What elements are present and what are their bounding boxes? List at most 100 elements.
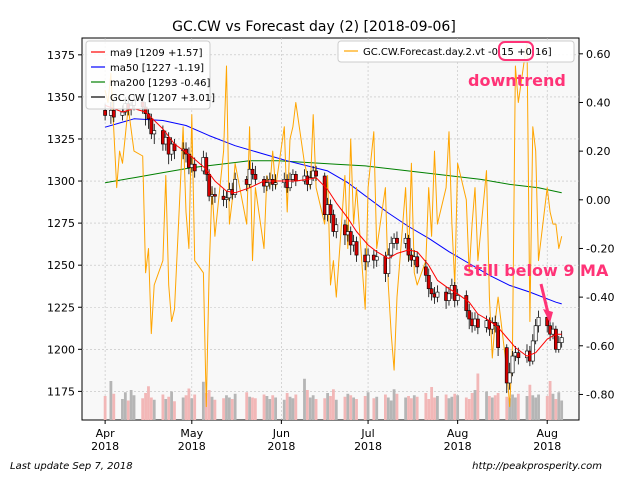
highlight-ring <box>498 41 534 61</box>
volume-bar <box>245 392 249 420</box>
candle-up <box>120 111 125 116</box>
legend-forecast-boxed-value: -0.15 <box>488 47 514 58</box>
x-tick-label: Jul <box>360 427 374 440</box>
footer-source: http://peakprosperity.com <box>472 461 602 472</box>
candle-down <box>322 175 327 215</box>
candle-down <box>253 174 258 180</box>
candle-down <box>207 174 212 197</box>
volume-bar <box>384 394 387 420</box>
volume-bar <box>173 401 176 420</box>
volume-bar <box>456 395 460 420</box>
x-tick-label: Jun <box>272 427 290 440</box>
volume-bar <box>375 396 379 420</box>
candle-up <box>374 256 379 261</box>
volume-bar <box>248 396 251 420</box>
candle-down <box>415 256 420 268</box>
candle-down <box>270 179 275 185</box>
candle-down <box>213 194 217 197</box>
volume-bar <box>190 398 194 420</box>
volume-bar <box>230 399 234 420</box>
volume-bar <box>152 399 156 420</box>
right-tick-label: 0.60 <box>586 48 611 61</box>
volume-bar <box>271 395 275 420</box>
ma200-path <box>105 160 562 194</box>
volume-bar <box>311 395 315 420</box>
candle-down <box>111 110 116 118</box>
volume-bar <box>545 396 549 420</box>
chart-title: GC.CW vs Forecast day (2) [2018-09-06] <box>172 19 456 35</box>
volume-bar <box>149 397 153 420</box>
volume-bar <box>436 396 439 420</box>
x-tick-label: Aug <box>447 427 468 440</box>
volume-bar <box>514 397 517 420</box>
volume-bar <box>274 397 277 420</box>
candle-up <box>224 197 229 200</box>
volume-bar <box>305 390 309 420</box>
volume-bar <box>363 396 367 420</box>
volume-bar <box>433 397 436 420</box>
x-tick-label: May <box>180 427 203 440</box>
volume-bar <box>551 393 555 420</box>
volume-bars <box>103 373 564 420</box>
volume-bar <box>323 398 327 420</box>
right-tick-label: -0.60 <box>586 340 614 353</box>
legend-right-box <box>337 40 575 63</box>
volume-bar <box>227 397 231 420</box>
volume-bar <box>412 395 416 420</box>
legend-ma9-label: ma9 [1209 +1.57] <box>110 48 203 59</box>
volume-bar <box>121 399 124 420</box>
candle-up <box>507 372 512 384</box>
volume-bar <box>490 397 494 420</box>
candle-up <box>233 179 238 195</box>
volume-bar <box>112 393 116 420</box>
volume-bar <box>560 400 564 420</box>
candle-down <box>314 170 318 177</box>
volume-bar <box>201 381 205 420</box>
volume-bar <box>554 399 558 420</box>
volume-bar <box>464 397 468 420</box>
volume-bar <box>213 399 217 420</box>
left-tick-label: 1250 <box>47 259 75 272</box>
annotation-downtrend: downtrend <box>468 71 566 90</box>
volume-bar <box>528 384 532 420</box>
volume-bar <box>147 386 150 420</box>
candle-up <box>366 254 370 263</box>
candle-down <box>426 274 431 290</box>
volume-bar <box>126 400 130 420</box>
candle-up <box>559 337 564 343</box>
volume-bar <box>331 389 335 420</box>
candle-up <box>152 130 157 135</box>
volume-bar <box>395 393 399 420</box>
volume-bar <box>392 389 396 420</box>
left-tick-label: 1175 <box>47 385 75 398</box>
volume-bar <box>366 392 370 420</box>
volume-bar <box>282 399 286 420</box>
left-tick-label: 1325 <box>47 133 75 146</box>
volume-bar <box>132 395 136 420</box>
volume-bar <box>473 390 477 420</box>
volume-bar <box>268 399 272 420</box>
x-tick-label: 2018 <box>91 440 119 453</box>
volume-bar <box>253 398 257 420</box>
candle-down <box>496 325 500 348</box>
annotation-still-below: Still below 9 MA <box>463 261 609 280</box>
annotation-arrow-shaft <box>539 283 550 314</box>
candle-up <box>447 293 451 301</box>
volume-bar <box>415 396 419 420</box>
left-axis: 1175 1200 1225 1250 1275 1300 1325 1350 1375 <box>47 49 82 398</box>
annotation-arrow-head <box>543 309 553 323</box>
volume-bar <box>167 396 171 420</box>
volume-bar <box>346 393 350 420</box>
x-tick-label: 2018 <box>354 440 382 453</box>
volume-bar <box>476 373 480 420</box>
volume-bar <box>210 396 214 420</box>
x-tick-label: 2018 <box>444 440 472 453</box>
volume-bar <box>505 396 509 420</box>
volume-bar <box>170 391 173 420</box>
volume-bar <box>508 398 512 420</box>
volume-bar <box>427 399 431 420</box>
candle-up <box>536 317 541 327</box>
volume-bar <box>372 398 376 420</box>
volume-bar <box>485 391 488 420</box>
volume-bar <box>424 393 428 420</box>
